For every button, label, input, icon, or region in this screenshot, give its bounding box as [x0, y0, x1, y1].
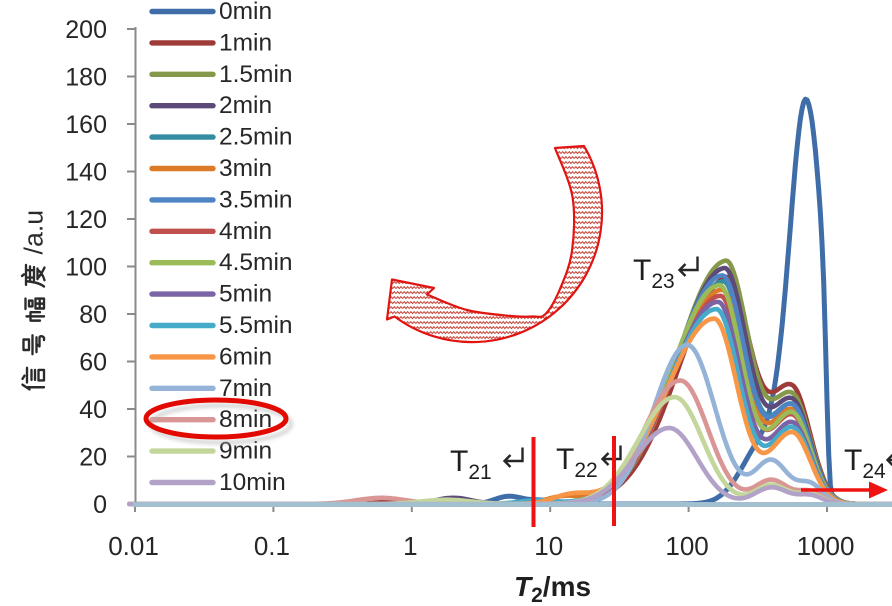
svg-text:4min: 4min	[219, 218, 272, 245]
svg-text:80: 80	[79, 301, 107, 329]
svg-text:2min: 2min	[219, 92, 272, 119]
svg-text:100: 100	[65, 254, 107, 282]
svg-text:5.5min: 5.5min	[219, 312, 293, 339]
svg-text:120: 120	[65, 206, 107, 234]
svg-text:T2/ms: T2/ms	[514, 571, 591, 606]
svg-text:1: 1	[403, 531, 417, 561]
svg-text:1000: 1000	[797, 531, 855, 561]
svg-text:2.5min: 2.5min	[219, 124, 293, 151]
svg-text:20: 20	[79, 444, 107, 472]
svg-text:140: 140	[65, 159, 107, 187]
svg-text:4.5min: 4.5min	[219, 249, 293, 276]
svg-text:7min: 7min	[219, 375, 272, 402]
svg-text:200: 200	[65, 16, 107, 44]
svg-text:3min: 3min	[219, 155, 272, 182]
svg-text:0: 0	[93, 491, 107, 519]
svg-text:3.5min: 3.5min	[219, 186, 293, 213]
svg-text:10: 10	[534, 531, 563, 561]
svg-text:40: 40	[79, 396, 107, 424]
svg-text:180: 180	[65, 64, 107, 92]
svg-text:0.1: 0.1	[254, 531, 290, 561]
svg-text:0min: 0min	[219, 0, 272, 25]
svg-text:6min: 6min	[219, 343, 272, 370]
svg-text:10min: 10min	[219, 469, 286, 496]
svg-text:/a.u: /a.u	[19, 210, 48, 255]
svg-text:0.01: 0.01	[108, 531, 159, 561]
svg-text:100: 100	[665, 531, 708, 561]
svg-text:1min: 1min	[219, 29, 272, 56]
svg-text:5min: 5min	[219, 281, 272, 308]
svg-text:160: 160	[65, 111, 107, 139]
svg-text:1.5min: 1.5min	[219, 61, 293, 88]
svg-text:60: 60	[79, 349, 107, 377]
